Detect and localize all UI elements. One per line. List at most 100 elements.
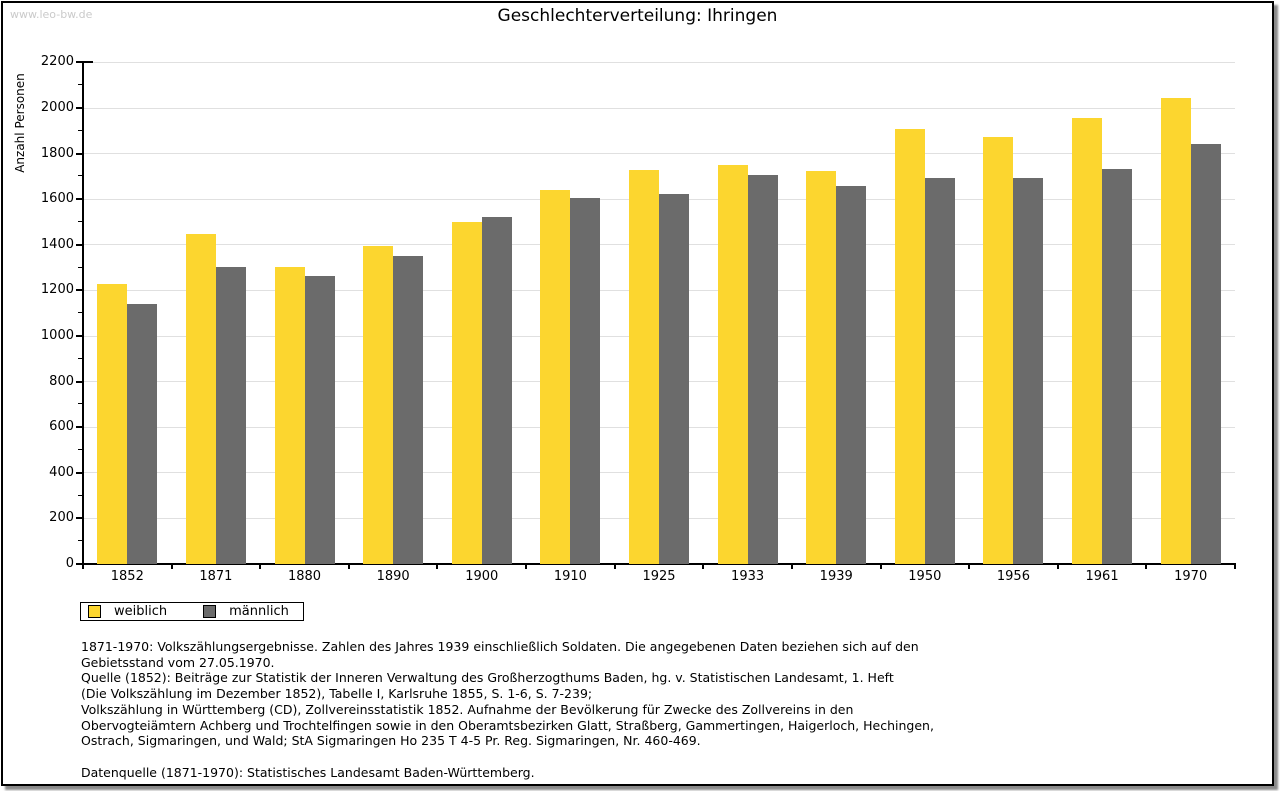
- x-axis-label-1900: 1900: [465, 569, 499, 584]
- y-axis-label-0: 0: [65, 556, 74, 571]
- gridline-1800: [83, 153, 1235, 155]
- y-axis-label-800: 800: [49, 373, 74, 389]
- y-major-tick-2000: [76, 107, 83, 109]
- y-minor-tick-2100: [78, 84, 83, 86]
- y-major-tick-1400: [76, 243, 83, 246]
- y-major-tick-1800: [76, 152, 83, 155]
- bar-männlich-1910: [570, 197, 601, 564]
- bar-männlich-1933: [747, 175, 778, 564]
- y-minor-tick-1300: [78, 266, 83, 268]
- footnote-line: Ostrach, Sigmaringen, und Wald; StA Sigm…: [81, 733, 701, 749]
- footnote-line: (Die Volkszählung im Dezember 1852), Tab…: [81, 686, 593, 702]
- bar-weiblich-1910: [540, 190, 571, 564]
- y-major-tick-2200: [76, 61, 83, 64]
- chart-title: Geschlechterverteilung: Ihringen: [497, 6, 778, 26]
- legend-item-weiblich: weiblich: [88, 604, 167, 619]
- x-tick-10: [968, 565, 971, 569]
- y-minor-tick-500: [78, 449, 83, 450]
- watermark: www.leo-bw.de: [10, 8, 93, 21]
- y-axis-label-1600: 1600: [40, 191, 74, 207]
- y-minor-tick-700: [78, 403, 83, 405]
- y-minor-tick-1100: [78, 312, 83, 314]
- bar-weiblich-1961: [1072, 118, 1103, 564]
- y-major-tick-1200: [76, 289, 83, 292]
- bar-männlich-1950: [924, 177, 955, 564]
- gridline-2000: [83, 107, 1235, 109]
- bar-weiblich-1950: [894, 129, 925, 564]
- y-minor-tick-300: [78, 494, 83, 496]
- y-axis-top-cap: [83, 61, 93, 64]
- x-tick-5: [525, 565, 528, 569]
- bar-männlich-1925: [659, 193, 689, 564]
- x-axis-label-1950: 1950: [908, 569, 942, 584]
- bar-weiblich-1956: [983, 136, 1014, 564]
- bar-weiblich-1871: [185, 233, 216, 564]
- x-axis-label-1880: 1880: [287, 569, 322, 584]
- bar-weiblich-1933: [717, 165, 748, 564]
- y-axis-label-2200: 2200: [40, 54, 74, 70]
- legend-swatch-männlich: [203, 605, 217, 618]
- plot-area: 0 200 400 600 800 1000 1200 1400 1600 1800 2000 220…: [3, 3, 1272, 784]
- x-tick-3: [347, 565, 350, 569]
- x-axis-label-1939: 1939: [819, 569, 853, 584]
- y-minor-tick-1700: [78, 175, 83, 177]
- x-axis-label-1956: 1956: [996, 569, 1030, 584]
- x-tick-13: [1234, 565, 1236, 569]
- x-axis-label-1961: 1961: [1085, 569, 1119, 584]
- y-major-tick-0: [76, 563, 83, 565]
- y-axis-label-1200: 1200: [40, 282, 74, 298]
- bar-männlich-1939: [836, 185, 867, 564]
- y-minor-tick-900: [78, 357, 83, 359]
- y-axis-label-200: 200: [49, 510, 74, 526]
- y-major-tick-1000: [76, 335, 83, 337]
- bar-weiblich-1900: [451, 222, 482, 564]
- x-axis-label-1970: 1970: [1174, 569, 1208, 584]
- x-axis: [82, 563, 1236, 565]
- bar-weiblich-1925: [629, 170, 659, 564]
- footnote-line: Volkszählung in Württemberg (CD), Zollve…: [81, 701, 854, 717]
- bar-weiblich-1890: [363, 245, 394, 564]
- y-axis-label-600: 600: [49, 419, 74, 435]
- bar-männlich-1852: [127, 303, 158, 564]
- y-axis-label-1800: 1800: [40, 145, 74, 161]
- bar-männlich-1890: [393, 255, 424, 564]
- gridline-2200: [83, 61, 1235, 63]
- y-minor-tick-1900: [78, 129, 83, 131]
- y-minor-tick-100: [78, 540, 83, 542]
- x-tick-1: [170, 565, 173, 569]
- x-axis-label-1925: 1925: [642, 569, 676, 584]
- bar-männlich-1871: [215, 266, 246, 564]
- y-axis-label-1000: 1000: [40, 328, 74, 343]
- footnote-line: Quelle (1852): Beiträge zur Statistik de…: [81, 670, 894, 686]
- x-axis-label-1890: 1890: [376, 569, 410, 584]
- footnote-line: Gebietsstand vom 27.05.1970.: [81, 654, 275, 670]
- y-axis: [82, 61, 84, 565]
- bar-männlich-1880: [304, 276, 335, 564]
- footnote-line: Obervogteiämtern Achberg und Trochtelfin…: [81, 717, 934, 733]
- x-tick-11: [1056, 565, 1059, 569]
- y-major-tick-400: [76, 471, 83, 474]
- x-tick-0: [82, 565, 84, 569]
- x-axis-label-1933: 1933: [731, 569, 765, 584]
- bar-weiblich-1880: [274, 266, 305, 564]
- footnote: 1871-1970: Volkszählungsergebnisse. Zahl…: [81, 639, 941, 780]
- y-major-tick-800: [76, 380, 83, 383]
- x-axis-label-1852: 1852: [110, 569, 144, 584]
- legend-item-männlich: männlich: [203, 604, 289, 619]
- legend-label: weiblich: [114, 604, 168, 619]
- x-tick-12: [1145, 565, 1148, 569]
- footnote-line: Datenquelle (1871-1970): Statistisches L…: [81, 764, 535, 780]
- legend: weiblich männlich: [80, 602, 304, 621]
- x-tick-6: [613, 565, 616, 569]
- footnote-line: 1871-1970: Volkszählungsergebnisse. Zahl…: [81, 639, 919, 654]
- footnote-line: [81, 749, 941, 765]
- legend-swatch-weiblich: [88, 605, 101, 618]
- x-tick-4: [436, 565, 439, 569]
- bar-männlich-1900: [481, 216, 512, 564]
- x-tick-8: [790, 565, 793, 569]
- y-major-tick-200: [76, 517, 83, 520]
- x-tick-2: [259, 565, 262, 569]
- y-major-tick-600: [76, 426, 83, 429]
